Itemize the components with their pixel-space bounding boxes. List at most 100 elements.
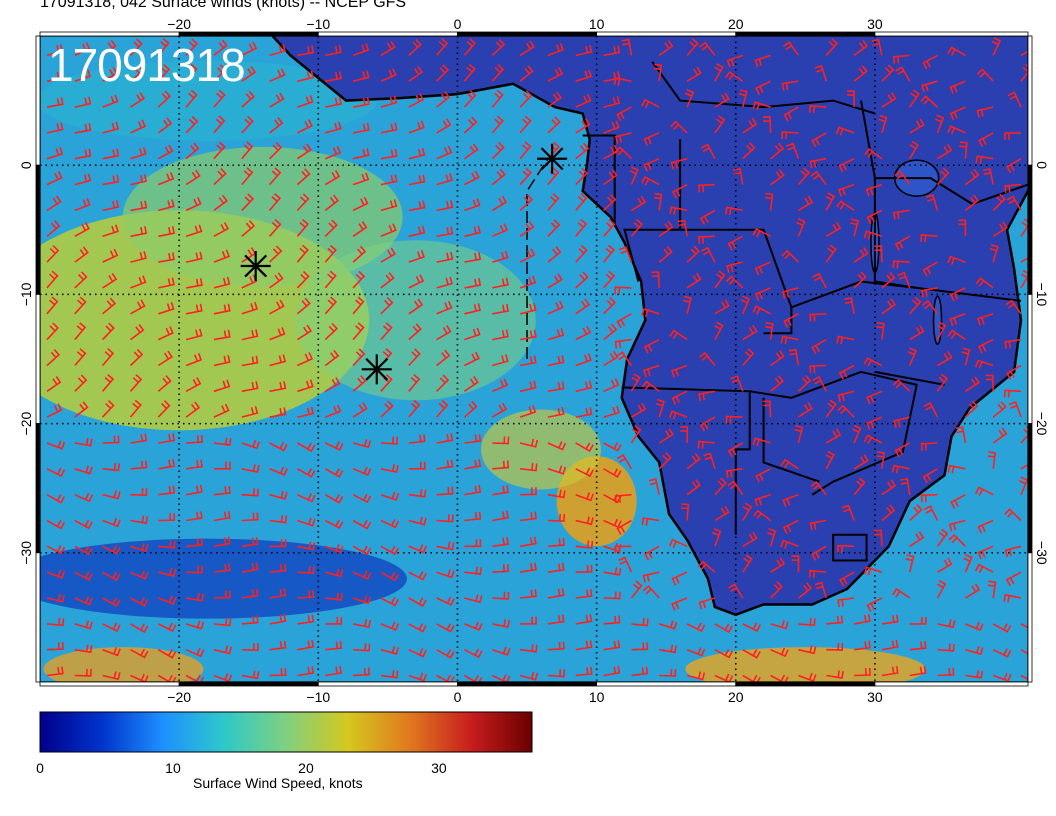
wind-barb (213, 141, 226, 160)
frame-segment (735, 31, 876, 37)
wind-barb (686, 671, 706, 681)
wind-barb (185, 401, 201, 418)
wind-barb (603, 442, 622, 452)
wind-barb (157, 117, 173, 134)
wind-barb (269, 219, 282, 237)
wind-barb (158, 199, 175, 212)
wind-barb (436, 226, 454, 238)
wind-barb (436, 486, 454, 496)
wind-barb (714, 623, 733, 633)
wind-barb (324, 441, 344, 451)
wind-barb (324, 219, 338, 237)
lat-tick-left: 0 (18, 161, 34, 169)
wind-barb (921, 80, 938, 93)
wind-barb (642, 571, 660, 583)
wind-barb (752, 305, 771, 315)
wind-barb (408, 298, 424, 315)
wind-barb (46, 519, 66, 530)
wind-barb (491, 141, 505, 160)
wind-barb (837, 597, 855, 608)
wind-barb (297, 45, 315, 57)
wind-barb (921, 299, 939, 315)
wind-barb (923, 505, 939, 521)
wind-barb (825, 221, 842, 237)
wind-barb (380, 122, 398, 134)
wind-barb (185, 89, 198, 108)
wind-barb (575, 640, 593, 651)
wind-barb (909, 324, 925, 341)
wind-barb (947, 46, 966, 57)
wind-barb (947, 329, 966, 341)
wind-barb (353, 667, 370, 677)
wind-barb (296, 168, 311, 186)
wind-barb (241, 537, 259, 548)
wind-barb (213, 64, 227, 82)
wind-barb (296, 297, 311, 315)
wind-barb (850, 218, 859, 237)
colorbar-tick: 30 (431, 760, 447, 776)
wind-barb (352, 619, 371, 628)
wind-barb (130, 119, 147, 134)
wind-barb (436, 64, 450, 82)
wind-barb (380, 199, 398, 212)
wind-barb (46, 296, 59, 315)
wind-barb (686, 479, 702, 496)
wind-barb (324, 468, 344, 478)
colorbar: 0 10 20 30 (36, 711, 533, 776)
wind-barb (213, 329, 231, 341)
wind-barb (241, 670, 260, 680)
wind-barb (436, 251, 454, 263)
wind-barb (812, 375, 827, 392)
wind-barb (616, 351, 633, 366)
wind-barb (714, 115, 726, 134)
wind-barb (909, 504, 923, 522)
wind-barb (130, 433, 148, 444)
wind-barb (575, 69, 592, 82)
wind-barb (603, 297, 617, 315)
wind-barb (520, 616, 537, 625)
wind-barb (297, 468, 316, 478)
wind-barb (866, 390, 883, 405)
lon-tick-top: −10 (306, 16, 330, 32)
wind-barb (464, 170, 480, 186)
wind-barb (891, 464, 910, 474)
wind-barb (520, 511, 537, 522)
wind-barb (186, 538, 203, 548)
wind-barb (727, 480, 744, 496)
wind-barb (46, 666, 64, 677)
wind-barb (837, 183, 855, 197)
wind-barb (1020, 43, 1028, 57)
wind-barb (603, 567, 622, 576)
wind-barb (46, 593, 65, 603)
wind-barb (158, 568, 177, 577)
wind-barb (1005, 571, 1022, 587)
wind-barb (547, 219, 561, 237)
wind-barb (547, 562, 565, 573)
wind-barb (74, 271, 88, 289)
wind-barb (296, 244, 309, 263)
wind-barb (130, 570, 149, 580)
wind-barb (714, 321, 724, 340)
wind-barb (809, 313, 827, 322)
wind-barb (436, 200, 454, 212)
wind-barb (269, 354, 287, 367)
wind-barb (780, 539, 799, 549)
wind-barb (130, 460, 148, 470)
wind-barb (213, 563, 231, 573)
wind-barb (380, 621, 400, 632)
wind-barb (892, 54, 910, 64)
wind-barb (738, 89, 748, 108)
wind-barb (809, 519, 827, 531)
wind-barb (1006, 195, 1022, 211)
wind-barb (463, 143, 479, 160)
wind-barb (102, 671, 121, 681)
wind-barb (575, 614, 593, 625)
wind-barb (158, 252, 175, 263)
wind-barb (492, 485, 510, 496)
wind-barb (185, 459, 203, 470)
wind-barb (974, 563, 994, 574)
wind-barb (130, 92, 146, 108)
wind-barb (213, 461, 231, 470)
wind-barb (324, 244, 337, 263)
